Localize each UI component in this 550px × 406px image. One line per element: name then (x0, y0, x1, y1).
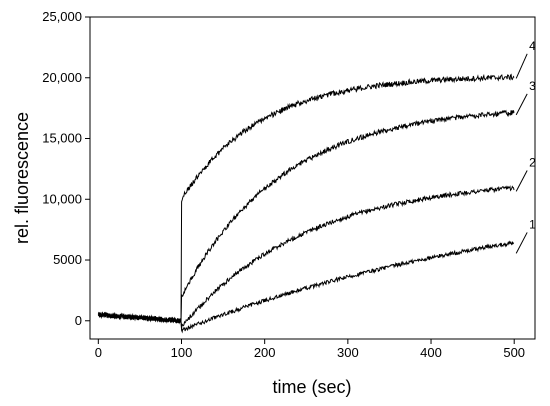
curve-label-4: 4 (529, 39, 536, 53)
x-tick-label: 200 (254, 345, 276, 360)
series-line-4 (97, 73, 515, 324)
curve-label-3: 3 (529, 79, 536, 93)
curve-label-leader (515, 232, 528, 254)
x-tick-label: 300 (337, 345, 359, 360)
curves-group (97, 73, 515, 334)
series-line-2 (97, 185, 515, 329)
y-tick-label: 20,000 (42, 70, 82, 85)
curve-label-leader (515, 53, 528, 79)
y-tick-label: 15,000 (42, 131, 82, 146)
x-axis-title: time (sec) (272, 377, 351, 397)
curve-label-leader (515, 93, 528, 116)
curve-label-1: 1 (529, 217, 536, 231)
curve-label-leader (515, 170, 528, 192)
x-tick-label: 0 (95, 345, 102, 360)
ticks-group: 0 100 200 300 400 5000500010,00015,00020,0002… (42, 9, 525, 360)
y-tick-label: 25,000 (42, 9, 82, 24)
curve-label-2: 2 (529, 155, 536, 169)
y-tick-label: 10,000 (42, 191, 82, 206)
x-tick-label: 400 (420, 345, 442, 360)
y-axis-title: rel. fluorescence (12, 112, 32, 244)
curve-labels-group: 1 2 3 4 (515, 39, 536, 254)
plot-frame (89, 16, 536, 340)
x-tick-label: 100 (171, 345, 193, 360)
y-tick-label: 5000 (53, 252, 82, 267)
x-tick-label: 500 (503, 345, 525, 360)
y-tick-label: 0 (75, 313, 82, 328)
series-line-3 (97, 109, 515, 325)
